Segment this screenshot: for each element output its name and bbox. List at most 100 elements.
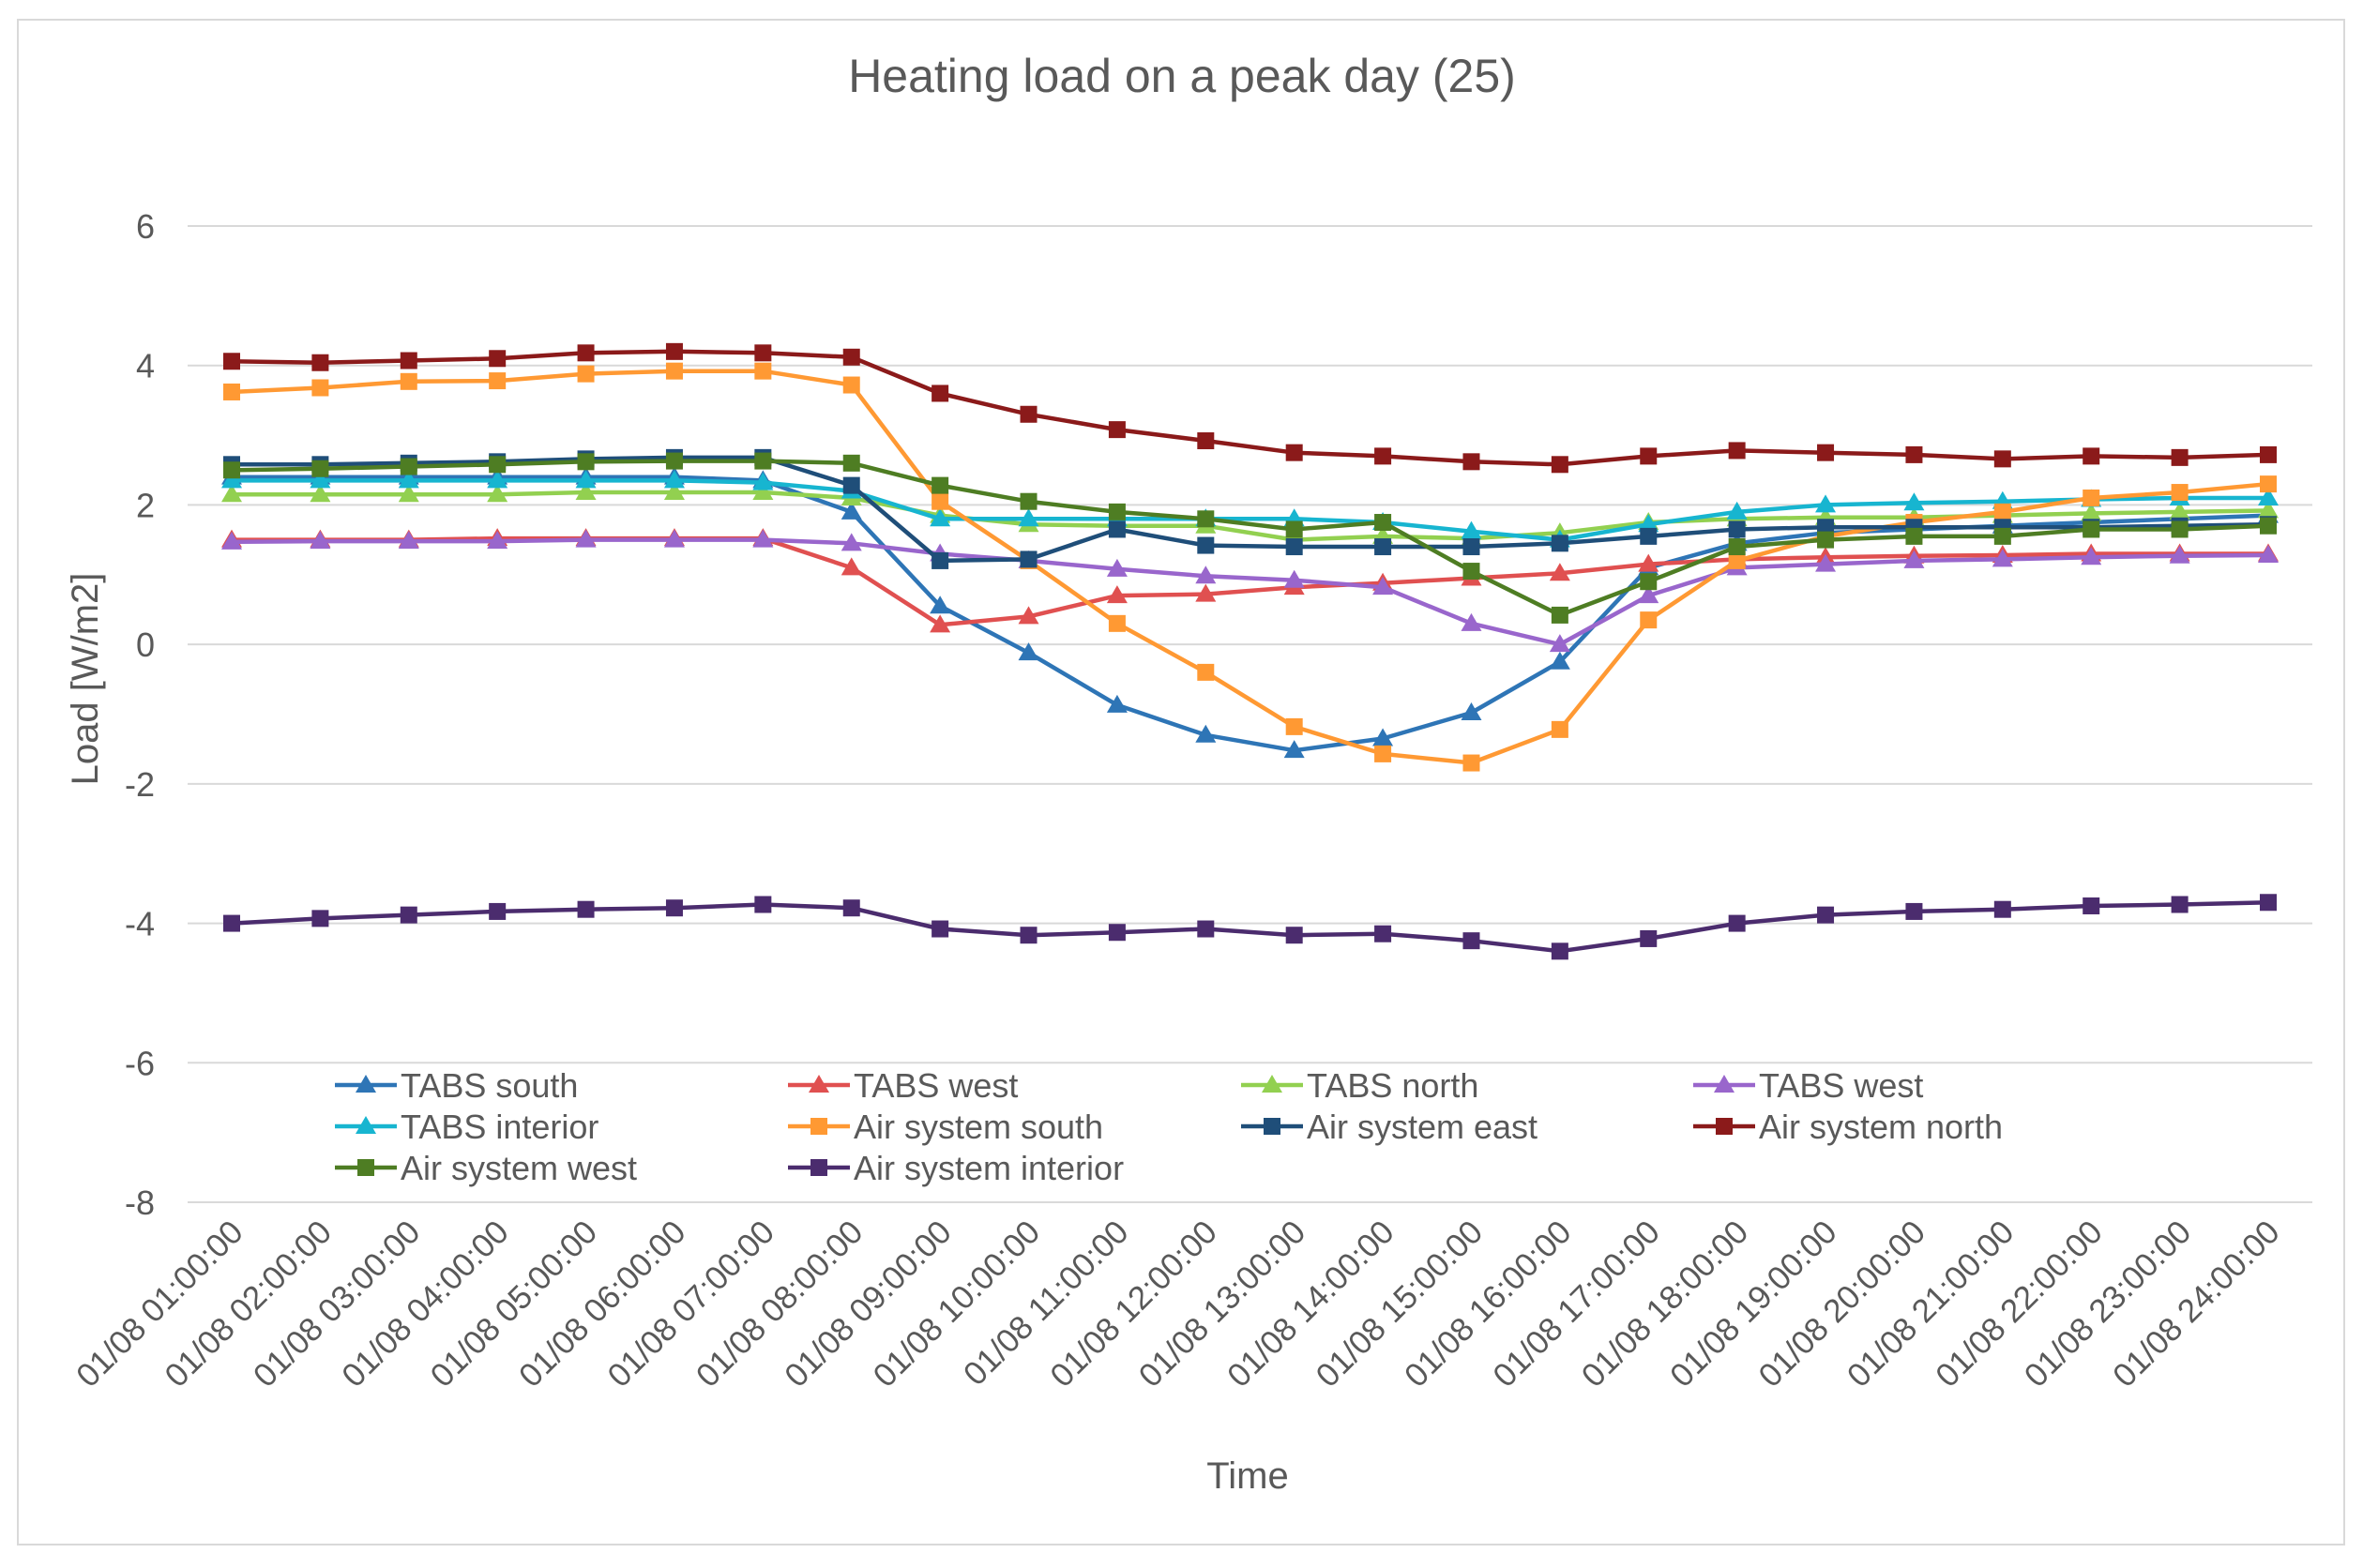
data-point: [1549, 634, 1570, 653]
data-point: [489, 456, 507, 474]
data-point: [1728, 442, 1746, 460]
data-point: [1372, 577, 1394, 596]
data-point: [487, 531, 508, 550]
data-point: [754, 896, 772, 913]
data-point: [1817, 531, 1835, 549]
data-point: [1197, 510, 1215, 528]
data-point: [932, 920, 949, 938]
y-axis-title: Load [W/m2]: [65, 573, 106, 786]
data-point: [842, 476, 860, 494]
data-point: [223, 383, 240, 400]
y-tick-labels: 6 4 2 0 -2 -4 -6 -8: [125, 207, 155, 1222]
data-point: [1195, 565, 1217, 584]
data-point: [1462, 563, 1480, 580]
series-line: [232, 478, 2268, 542]
data-point: [1640, 527, 1658, 545]
series-air-system-north-7: [223, 342, 2277, 474]
data-point: [2171, 896, 2189, 913]
data-point: [400, 352, 417, 369]
data-point: [1374, 514, 1392, 532]
data-point: [1462, 453, 1480, 471]
data-point: [487, 470, 508, 489]
chart-title: Heating load on a peak day (25): [848, 50, 1516, 102]
data-point: [487, 484, 508, 503]
data-point: [1195, 724, 1217, 743]
data-point: [398, 484, 419, 503]
data-point: [1020, 492, 1038, 510]
data-point: [1195, 583, 1217, 602]
data-point: [1285, 444, 1303, 461]
series-line: [232, 490, 2269, 542]
data-point: [1640, 573, 1658, 591]
data-point: [223, 461, 240, 479]
data-point: [752, 482, 774, 501]
data-point: [577, 900, 595, 918]
data-point: [1020, 927, 1038, 944]
data-point: [1551, 535, 1568, 552]
data-point: [1549, 563, 1570, 581]
data-point: [1018, 642, 1039, 661]
data-point: [310, 470, 331, 489]
data-point: [398, 470, 419, 489]
data-point: [223, 353, 240, 370]
data-point: [1020, 550, 1038, 568]
legend-item: Air system south: [788, 1108, 1103, 1146]
data-point: [1728, 551, 1746, 569]
legend-label: TABS west: [854, 1066, 1018, 1105]
data-point: [1903, 492, 1925, 511]
series-line: [232, 535, 2268, 627]
data-point: [1905, 445, 1923, 463]
data-point: [842, 454, 860, 472]
data-point: [1108, 520, 1126, 538]
data-point: [1728, 538, 1746, 556]
data-point: [1638, 514, 1659, 533]
data-point: [1461, 612, 1482, 631]
legend-item: TABS west: [788, 1066, 1018, 1105]
data-point: [221, 470, 242, 489]
series-line: [232, 455, 2269, 564]
data-point: [575, 482, 597, 501]
legend-marker: [810, 1118, 827, 1135]
data-point: [752, 529, 774, 548]
data-point: [665, 452, 683, 470]
legend-item: Air system west: [335, 1149, 637, 1187]
data-point: [1197, 663, 1215, 681]
y-tick-label: 4: [136, 347, 155, 385]
legend-marker: [356, 1116, 376, 1134]
data-point: [1817, 444, 1835, 461]
legend-label: Air system south: [854, 1108, 1103, 1146]
legend-item: TABS interior: [335, 1108, 598, 1146]
grid-lines: [188, 225, 2312, 1203]
data-point: [1726, 501, 1748, 520]
data-point: [932, 551, 949, 569]
data-point: [1551, 720, 1568, 738]
data-point: [930, 508, 951, 527]
data-point: [400, 372, 417, 390]
data-point: [1285, 927, 1303, 944]
data-point: [1640, 611, 1658, 629]
data-point: [575, 470, 597, 489]
legend-marker: [356, 1075, 376, 1093]
legend-label: Air system east: [1307, 1108, 1537, 1146]
data-point: [1992, 549, 2013, 567]
data-point: [311, 354, 329, 371]
data-point: [489, 350, 507, 368]
data-point: [1374, 745, 1392, 762]
data-point: [1728, 914, 1746, 932]
data-point: [1462, 932, 1480, 950]
data-point: [841, 557, 862, 576]
series-line: [231, 537, 2269, 647]
series-layer: [221, 342, 2279, 960]
data-point: [1993, 527, 2011, 545]
data-point: [1106, 558, 1128, 577]
data-point: [1993, 900, 2011, 918]
y-tick-label: -6: [125, 1044, 155, 1082]
data-point: [577, 453, 595, 471]
series-air-system-south-5: [223, 362, 2277, 772]
data-point: [400, 906, 417, 924]
legend-marker: [809, 1075, 829, 1093]
data-point: [1638, 553, 1659, 572]
data-point: [930, 596, 951, 614]
